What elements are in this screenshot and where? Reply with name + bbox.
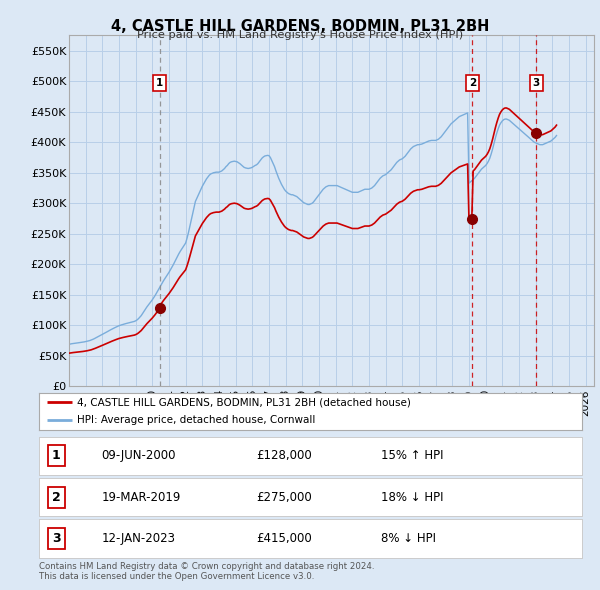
Text: 12-JAN-2023: 12-JAN-2023 bbox=[101, 532, 175, 545]
Text: HPI: Average price, detached house, Cornwall: HPI: Average price, detached house, Corn… bbox=[77, 415, 316, 425]
Text: 4, CASTLE HILL GARDENS, BODMIN, PL31 2BH (detached house): 4, CASTLE HILL GARDENS, BODMIN, PL31 2BH… bbox=[77, 397, 411, 407]
Text: 19-MAR-2019: 19-MAR-2019 bbox=[101, 490, 181, 504]
Text: 4, CASTLE HILL GARDENS, BODMIN, PL31 2BH: 4, CASTLE HILL GARDENS, BODMIN, PL31 2BH bbox=[111, 19, 489, 34]
Text: Contains HM Land Registry data © Crown copyright and database right 2024.
This d: Contains HM Land Registry data © Crown c… bbox=[39, 562, 374, 581]
Text: £128,000: £128,000 bbox=[256, 449, 312, 463]
Text: 2: 2 bbox=[52, 490, 61, 504]
Text: Price paid vs. HM Land Registry's House Price Index (HPI): Price paid vs. HM Land Registry's House … bbox=[137, 30, 463, 40]
Text: 09-JUN-2000: 09-JUN-2000 bbox=[101, 449, 176, 463]
Text: 3: 3 bbox=[533, 78, 540, 88]
Text: £415,000: £415,000 bbox=[256, 532, 312, 545]
Text: 1: 1 bbox=[52, 449, 61, 463]
Text: 15% ↑ HPI: 15% ↑ HPI bbox=[381, 449, 443, 463]
Text: 1: 1 bbox=[156, 78, 163, 88]
Text: 3: 3 bbox=[52, 532, 61, 545]
Text: 8% ↓ HPI: 8% ↓ HPI bbox=[381, 532, 436, 545]
Text: 2: 2 bbox=[469, 78, 476, 88]
Text: £275,000: £275,000 bbox=[256, 490, 312, 504]
Text: 18% ↓ HPI: 18% ↓ HPI bbox=[381, 490, 443, 504]
